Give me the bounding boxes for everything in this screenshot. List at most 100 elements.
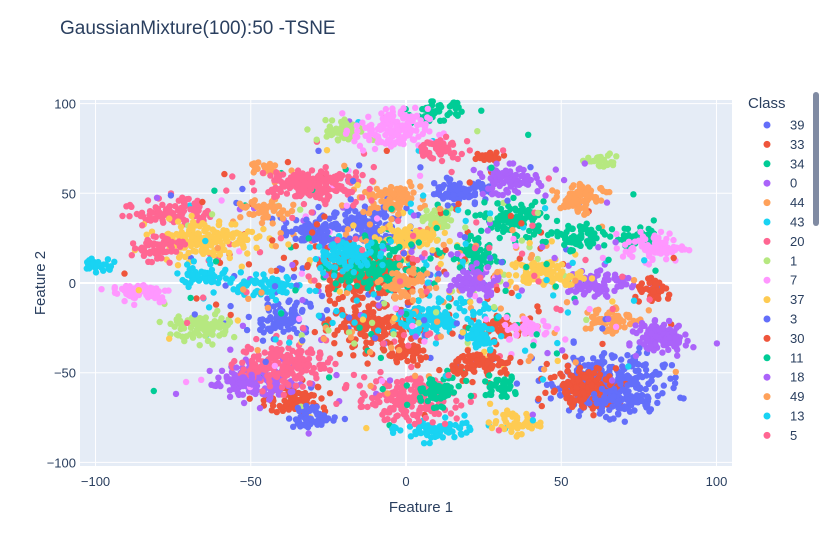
- data-point: [224, 321, 232, 329]
- data-point: [333, 307, 340, 315]
- data-point: [672, 374, 679, 381]
- data-point: [542, 389, 549, 396]
- data-point: [245, 313, 252, 321]
- data-point: [570, 338, 577, 345]
- data-point: [541, 331, 548, 338]
- data-point: [492, 409, 499, 416]
- data-point: [179, 231, 186, 239]
- data-point: [423, 207, 430, 214]
- data-point: [309, 229, 316, 236]
- data-point: [165, 230, 172, 237]
- data-point: [206, 367, 213, 375]
- data-point: [214, 229, 221, 237]
- data-point: [507, 205, 514, 213]
- data-point: [177, 325, 184, 333]
- data-point: [501, 225, 509, 233]
- data-point: [484, 359, 491, 367]
- data-point: [260, 225, 267, 233]
- data-point: [575, 368, 583, 375]
- data-point: [338, 202, 346, 209]
- data-point: [362, 325, 369, 333]
- data-point: [378, 377, 386, 385]
- data-point: [287, 388, 294, 396]
- data-point: [244, 250, 251, 257]
- data-point: [300, 200, 308, 208]
- data-point: [193, 295, 200, 302]
- data-point: [377, 122, 384, 130]
- data-point: [468, 264, 475, 271]
- chart-title: GaussianMixture(100):50 -TSNE: [60, 18, 336, 39]
- data-point: [369, 177, 376, 185]
- data-point: [327, 125, 334, 133]
- data-point: [612, 323, 620, 330]
- data-point: [465, 193, 472, 201]
- data-point: [453, 320, 460, 327]
- data-point: [398, 398, 405, 405]
- data-point: [259, 337, 267, 344]
- data-point: [620, 232, 628, 239]
- data-point: [541, 205, 549, 212]
- data-point: [458, 108, 465, 115]
- data-point: [316, 410, 323, 418]
- data-point: [361, 374, 368, 381]
- data-point: [371, 334, 379, 342]
- data-point: [542, 192, 549, 199]
- data-point: [458, 402, 465, 409]
- data-point: [226, 254, 233, 262]
- data-point: [534, 303, 541, 310]
- data-point: [221, 170, 228, 178]
- data-point: [469, 308, 477, 315]
- data-point: [380, 347, 388, 354]
- data-point: [307, 303, 314, 310]
- data-point: [375, 284, 382, 291]
- data-point: [459, 299, 466, 306]
- data-point: [230, 286, 237, 293]
- data-point: [303, 402, 310, 410]
- data-point: [635, 298, 642, 305]
- data-point: [290, 306, 297, 313]
- data-point: [420, 440, 428, 447]
- data-point: [417, 183, 424, 190]
- data-point: [234, 317, 241, 324]
- data-point: [479, 190, 486, 198]
- data-point: [566, 272, 573, 280]
- data-point: [637, 286, 644, 294]
- data-point: [429, 247, 436, 254]
- data-point: [668, 362, 676, 369]
- data-point: [593, 400, 601, 407]
- data-points: [83, 98, 721, 447]
- data-point: [368, 197, 375, 204]
- data-point: [353, 282, 361, 290]
- data-point: [445, 294, 453, 301]
- data-point: [659, 349, 666, 356]
- data-point: [350, 222, 357, 229]
- data-point: [386, 252, 393, 259]
- data-point: [374, 395, 381, 402]
- data-point: [290, 273, 298, 281]
- data-point: [177, 213, 184, 220]
- data-point: [248, 228, 256, 236]
- data-point: [256, 249, 264, 256]
- data-point: [572, 359, 579, 366]
- data-point: [450, 183, 458, 190]
- data-point: [419, 130, 426, 138]
- data-point: [194, 240, 202, 248]
- data-point: [299, 383, 306, 390]
- data-point: [371, 145, 379, 153]
- data-point: [415, 319, 422, 327]
- data-point: [160, 298, 167, 305]
- data-point: [290, 325, 297, 333]
- data-point: [234, 240, 241, 247]
- data-point: [174, 262, 182, 269]
- data-point: [442, 246, 449, 254]
- data-point: [304, 424, 312, 431]
- data-point: [432, 340, 440, 347]
- data-point: [359, 171, 366, 179]
- data-point: [315, 235, 322, 242]
- data-point: [580, 404, 587, 411]
- data-point: [456, 304, 463, 312]
- data-point: [651, 385, 659, 392]
- data-point: [407, 386, 415, 393]
- data-point: [242, 349, 250, 356]
- data-point: [356, 162, 363, 169]
